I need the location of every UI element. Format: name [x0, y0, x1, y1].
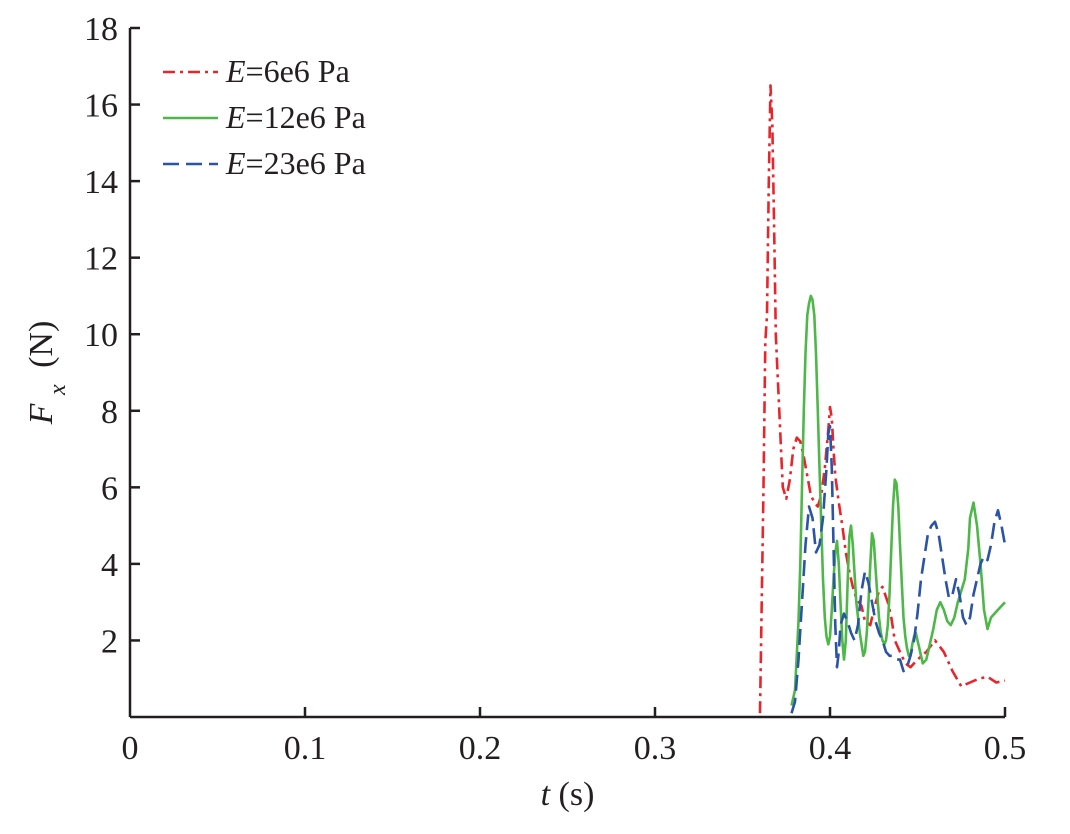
y-axis-label-sub: x	[45, 384, 71, 396]
axes: 0 0.1 0.2 0.3 0.4 0.5 2 4 6 8 10 12 14 16 18	[84, 11, 1026, 767]
series-line-1	[758, 84, 1006, 714]
y-axis-label: F x (N)	[23, 321, 71, 426]
legend-label-rest: =23e6 Pa	[246, 145, 366, 181]
legend-label: E=12e6 Pa	[225, 99, 366, 135]
legend-label: E=23e6 Pa	[225, 145, 366, 181]
legend-label-var: E	[225, 99, 246, 135]
legend-label-rest: =6e6 Pa	[246, 53, 350, 89]
x-axis-label-var: t	[541, 776, 552, 813]
y-tick-label: 12	[84, 241, 118, 278]
series-line-3	[790, 424, 1007, 714]
y-axis-label-var: F	[23, 402, 60, 425]
x-tick-label: 0.2	[459, 730, 502, 767]
legend: E=6e6 PaE=12e6 PaE=23e6 Pa	[163, 53, 366, 181]
legend-label-rest: =12e6 Pa	[246, 99, 366, 135]
legend-label-var: E	[225, 145, 246, 181]
y-tick-label: 4	[101, 547, 118, 584]
y-axis-label-unit: (N)	[23, 321, 60, 368]
y-ticks: 2 4 6 8 10 12 14 16 18	[84, 11, 140, 660]
y-tick-label: 14	[84, 164, 118, 201]
series-line-2	[790, 294, 1006, 706]
legend-label-var: E	[225, 53, 246, 89]
y-tick-label: 2	[101, 623, 118, 660]
x-tick-label: 0.3	[634, 730, 677, 767]
x-tick-label: 0.1	[284, 730, 327, 767]
legend-label: E=6e6 Pa	[225, 53, 350, 89]
x-axis-label-unit: (s)	[559, 776, 595, 813]
y-tick-label: 8	[101, 394, 118, 431]
x-tick-label: 0.4	[809, 730, 852, 767]
y-tick-label: 16	[84, 88, 118, 125]
y-tick-label: 10	[84, 317, 118, 354]
y-tick-label: 18	[84, 11, 118, 48]
y-tick-label: 6	[101, 470, 118, 507]
x-axis-label: t (s)	[541, 776, 595, 813]
series-layer	[758, 84, 1007, 714]
x-tick-label: 0.5	[984, 730, 1027, 767]
x-tick-label: 0	[122, 730, 139, 767]
x-ticks: 0 0.1 0.2 0.3 0.4 0.5	[122, 707, 1027, 767]
